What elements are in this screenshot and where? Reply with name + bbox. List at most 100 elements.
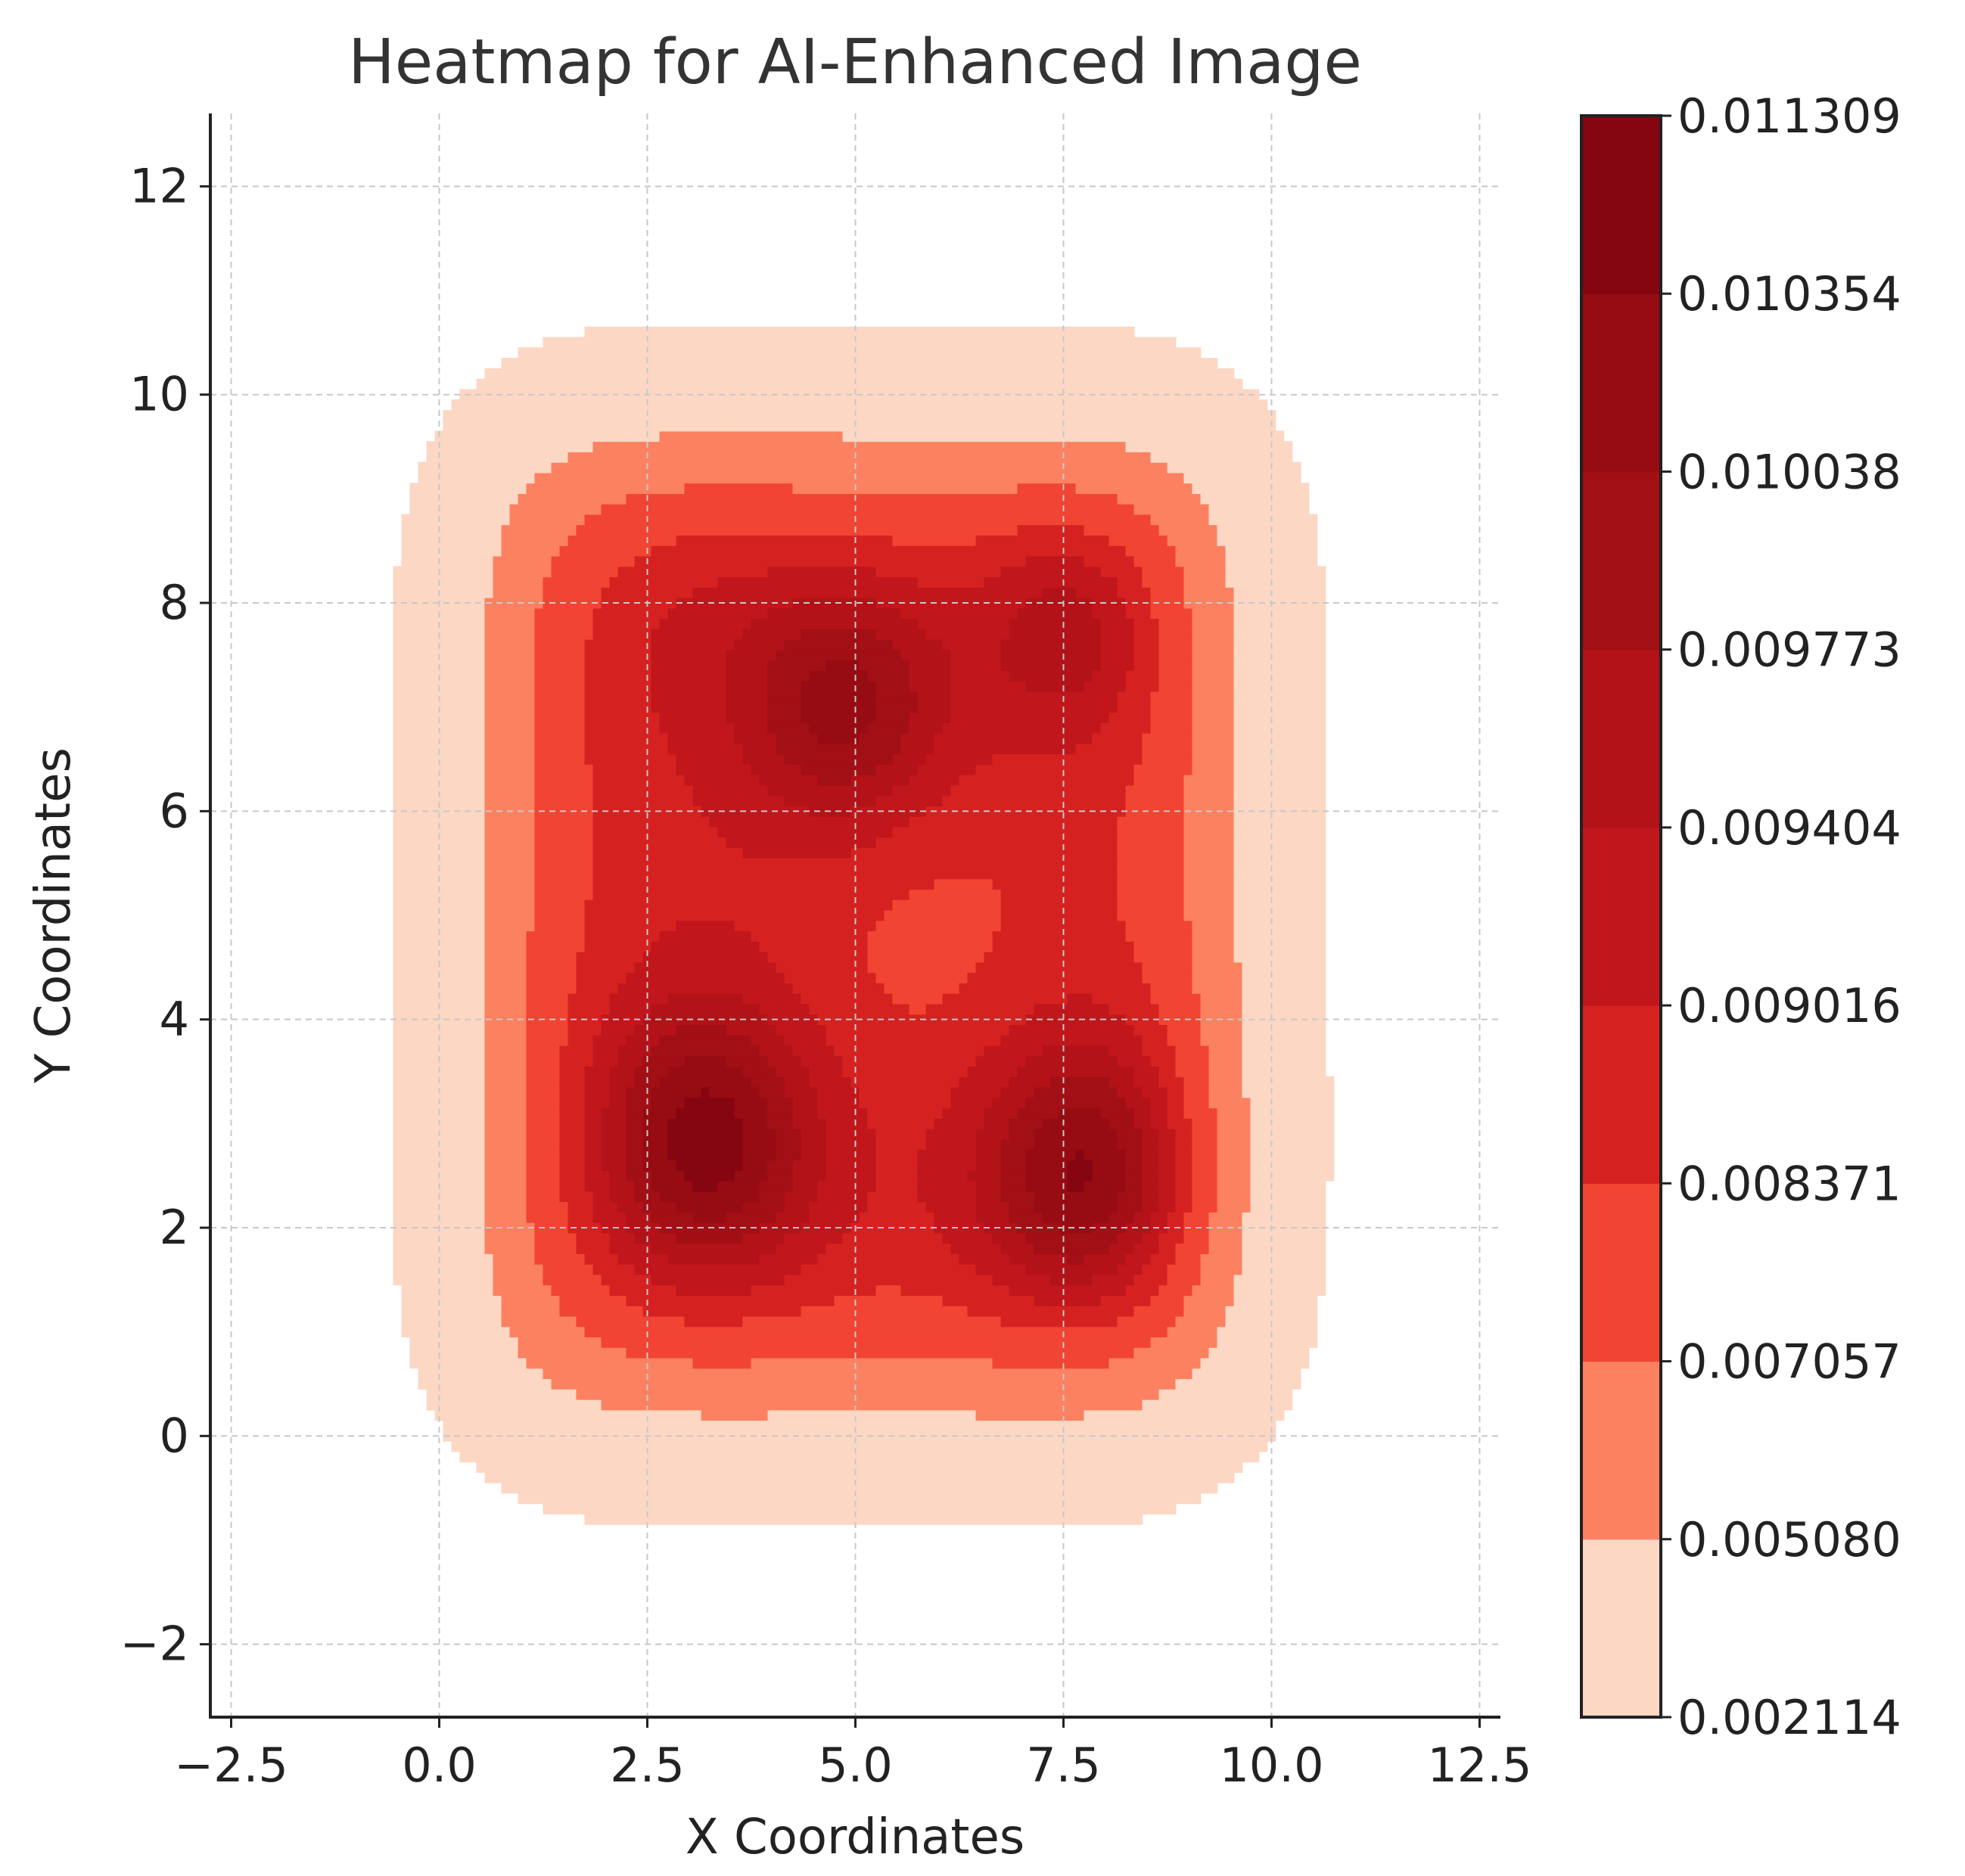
contour-cell xyxy=(975,1201,985,1213)
contour-cell xyxy=(1200,1472,1210,1483)
contour-cell xyxy=(1258,1263,1268,1275)
contour-cell xyxy=(817,1388,827,1400)
contour-cell xyxy=(751,1492,760,1505)
contour-cell xyxy=(734,1440,744,1452)
contour-cell xyxy=(925,1492,935,1505)
contour-cell xyxy=(1192,1253,1202,1265)
contour-cell xyxy=(742,1243,752,1254)
contour-cell xyxy=(559,1138,569,1151)
contour-cell xyxy=(534,1451,544,1463)
contour-cell xyxy=(692,1399,702,1411)
contour-cell xyxy=(734,1503,744,1514)
contour-cell xyxy=(451,1128,461,1140)
contour-cell xyxy=(967,1337,977,1348)
contour-cell xyxy=(651,1492,661,1505)
contour-cell xyxy=(942,1138,952,1151)
contour-cell xyxy=(867,1118,877,1129)
contour-cell xyxy=(909,1211,919,1223)
contour-cell xyxy=(776,1440,785,1452)
contour-cell xyxy=(1042,1492,1052,1505)
contour-cell xyxy=(1017,1284,1027,1296)
contour-cell xyxy=(1009,1399,1018,1411)
contour-cell xyxy=(1050,1180,1060,1192)
contour-cell xyxy=(1092,1055,1102,1067)
contour-cell xyxy=(825,1243,835,1254)
contour-cell xyxy=(476,1201,486,1213)
contour-cell xyxy=(1133,1180,1143,1192)
contour-cell xyxy=(626,1305,636,1317)
contour-cell xyxy=(1242,1160,1251,1171)
contour-cell xyxy=(1125,1451,1135,1463)
contour-cell xyxy=(984,1160,993,1171)
contour-cell xyxy=(1283,1388,1293,1400)
contour-cell xyxy=(651,1482,661,1494)
contour-cell xyxy=(992,1097,1002,1109)
contour-cell xyxy=(1225,1160,1235,1171)
contour-cell xyxy=(1167,1368,1177,1380)
contour-cell xyxy=(751,1201,760,1213)
contour-cell xyxy=(1067,1160,1077,1171)
contour-cell xyxy=(601,1201,611,1213)
contour-cell xyxy=(1150,1118,1160,1129)
contour-cell xyxy=(551,1357,561,1369)
contour-cell xyxy=(917,1138,927,1151)
contour-cell xyxy=(1025,1097,1035,1109)
contour-cell xyxy=(759,1440,769,1452)
contour-cell xyxy=(967,1492,977,1505)
contour-cell xyxy=(1233,1337,1243,1348)
contour-cell xyxy=(459,1211,469,1223)
contour-cell xyxy=(1217,1368,1227,1380)
contour-cell xyxy=(684,1315,694,1328)
contour-cell xyxy=(1042,1263,1052,1275)
contour-cell xyxy=(509,1138,519,1151)
contour-cell xyxy=(401,1055,411,1067)
contour-cell xyxy=(809,1451,819,1463)
contour-cell xyxy=(1233,1066,1243,1077)
contour-cell xyxy=(792,1305,802,1317)
contour-cell xyxy=(701,1169,710,1182)
contour-cell xyxy=(626,1451,636,1463)
contour-cell xyxy=(443,1263,452,1275)
contour-cell xyxy=(626,1232,636,1244)
contour-cell xyxy=(1075,1211,1085,1223)
contour-cell xyxy=(1050,1346,1060,1359)
contour-cell xyxy=(726,1503,735,1514)
contour-cell xyxy=(634,1107,644,1119)
contour-cell xyxy=(975,1430,985,1442)
contour-cell xyxy=(751,1034,760,1046)
contour-cell xyxy=(1275,1284,1285,1296)
contour-cell xyxy=(1050,1169,1060,1182)
contour-cell xyxy=(784,1253,794,1265)
contour-cell xyxy=(468,1160,477,1171)
contour-cell xyxy=(617,1492,627,1505)
contour-cell xyxy=(726,1420,735,1431)
contour-cell xyxy=(443,1274,452,1286)
contour-cell xyxy=(1142,1128,1152,1140)
contour-cell xyxy=(984,1399,993,1411)
contour-cell xyxy=(742,1253,752,1265)
contour-cell xyxy=(1158,1284,1168,1296)
contour-cell xyxy=(509,1305,519,1317)
contour-cell xyxy=(784,1149,794,1160)
contour-cell xyxy=(1208,1472,1218,1483)
contour-cell xyxy=(1292,1295,1301,1306)
contour-cell xyxy=(1258,1055,1268,1067)
contour-cell xyxy=(1183,1055,1193,1067)
contour-cell xyxy=(501,1305,511,1317)
contour-cell xyxy=(950,1045,960,1057)
contour-cell xyxy=(909,1378,919,1390)
contour-cell xyxy=(601,1191,611,1203)
contour-cell xyxy=(825,1368,835,1380)
contour-cell xyxy=(934,1169,944,1182)
contour-cell xyxy=(1067,1295,1077,1306)
contour-cell xyxy=(651,1211,661,1223)
contour-cell xyxy=(1275,1409,1285,1421)
contour-cell xyxy=(567,1055,577,1067)
contour-cell xyxy=(759,1409,769,1421)
contour-cell xyxy=(1250,1086,1260,1098)
contour-cell xyxy=(859,1263,869,1275)
contour-cell xyxy=(1308,1337,1318,1348)
contour-cell xyxy=(592,1097,602,1109)
contour-cell xyxy=(1142,1346,1152,1359)
contour-cell xyxy=(518,1076,527,1088)
